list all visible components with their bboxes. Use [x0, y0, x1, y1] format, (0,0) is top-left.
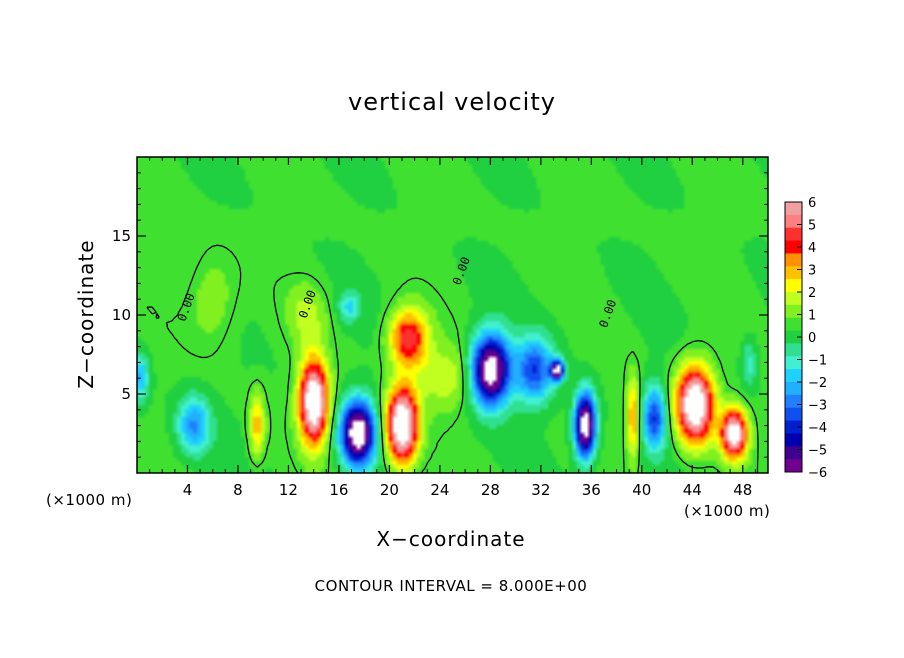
- colorbar-swatch-18: [785, 433, 802, 447]
- colorbar-tick-label-6: 0: [808, 331, 816, 346]
- colorbar-tick-label-2: 4: [808, 241, 816, 256]
- colorbar-swatch-1: [785, 214, 802, 229]
- colorbar-tick-label-3: 3: [808, 264, 816, 279]
- colorbar-tick-label-4: 2: [808, 286, 816, 301]
- colorbar-tick-label-0: 6: [808, 196, 816, 211]
- colorbar-swatch-3: [785, 240, 802, 254]
- colorbar-swatch-15: [785, 394, 802, 409]
- x-tick-label-32: 32: [531, 481, 550, 499]
- colorbar-swatch-19: [785, 446, 802, 460]
- zero-contour: [146, 244, 759, 474]
- colorbar-tick-label-12: −6: [808, 466, 827, 481]
- colorbar-swatch-6: [785, 279, 802, 293]
- colorbar-swatch-4: [785, 253, 802, 267]
- x-tick-label-44: 44: [683, 481, 702, 499]
- colorbar-swatch-8: [785, 304, 802, 319]
- x-tick-label-40: 40: [632, 481, 651, 499]
- colorbar-swatch-20: [785, 459, 802, 473]
- colorbar-swatch-16: [785, 407, 802, 422]
- colorbar-tick-label-7: −1: [808, 354, 827, 369]
- x-tick-label-48: 48: [733, 481, 752, 499]
- colorbar-swatch-9: [785, 317, 802, 332]
- colorbar-swatch-11: [785, 343, 802, 357]
- colorbar-swatch-7: [785, 292, 802, 306]
- colorbar-swatch-12: [785, 356, 802, 370]
- x-tick-label-4: 4: [183, 481, 193, 499]
- colorbar-swatch-2: [785, 227, 802, 242]
- x-tick-label-16: 16: [329, 481, 348, 499]
- x-tick-label-8: 8: [233, 481, 243, 499]
- chart-title: vertical velocity: [348, 88, 556, 116]
- x-axis-units-left: (×1000 m): [46, 491, 133, 509]
- x-axis-label: X−coordinate: [376, 527, 526, 551]
- colorbar-tick-label-9: −3: [808, 399, 827, 414]
- x-tick-label-24: 24: [430, 481, 449, 499]
- y-tick-label-5: 5: [121, 385, 131, 403]
- colorbar-tick-label-10: −4: [808, 421, 827, 436]
- x-tick-label-20: 20: [380, 481, 399, 499]
- colorbar-swatch-10: [785, 330, 802, 344]
- colorbar-swatch-5: [785, 266, 802, 280]
- contour-interval-note: CONTOUR INTERVAL = 8.000E+00: [314, 577, 588, 595]
- x-axis-units-right: (×1000 m): [684, 502, 771, 520]
- colorbar-swatch-14: [785, 382, 802, 396]
- colorbar-tick-label-5: 1: [808, 309, 816, 324]
- colorbar-tick-label-1: 5: [808, 219, 816, 234]
- colorbar-tick-label-8: −2: [808, 376, 827, 391]
- colorbar-swatch-0: [785, 202, 802, 216]
- colorbar-swatch-17: [785, 420, 802, 434]
- x-tick-label-36: 36: [582, 481, 601, 499]
- y-axis-label: Z−coordinate: [74, 239, 98, 389]
- x-tick-label-28: 28: [481, 481, 500, 499]
- x-tick-label-12: 12: [279, 481, 298, 499]
- y-tick-label-10: 10: [112, 306, 131, 324]
- colorbar-swatch-13: [785, 369, 802, 383]
- colorbar-tick-label-11: −5: [808, 444, 827, 459]
- y-tick-label-15: 15: [112, 227, 131, 245]
